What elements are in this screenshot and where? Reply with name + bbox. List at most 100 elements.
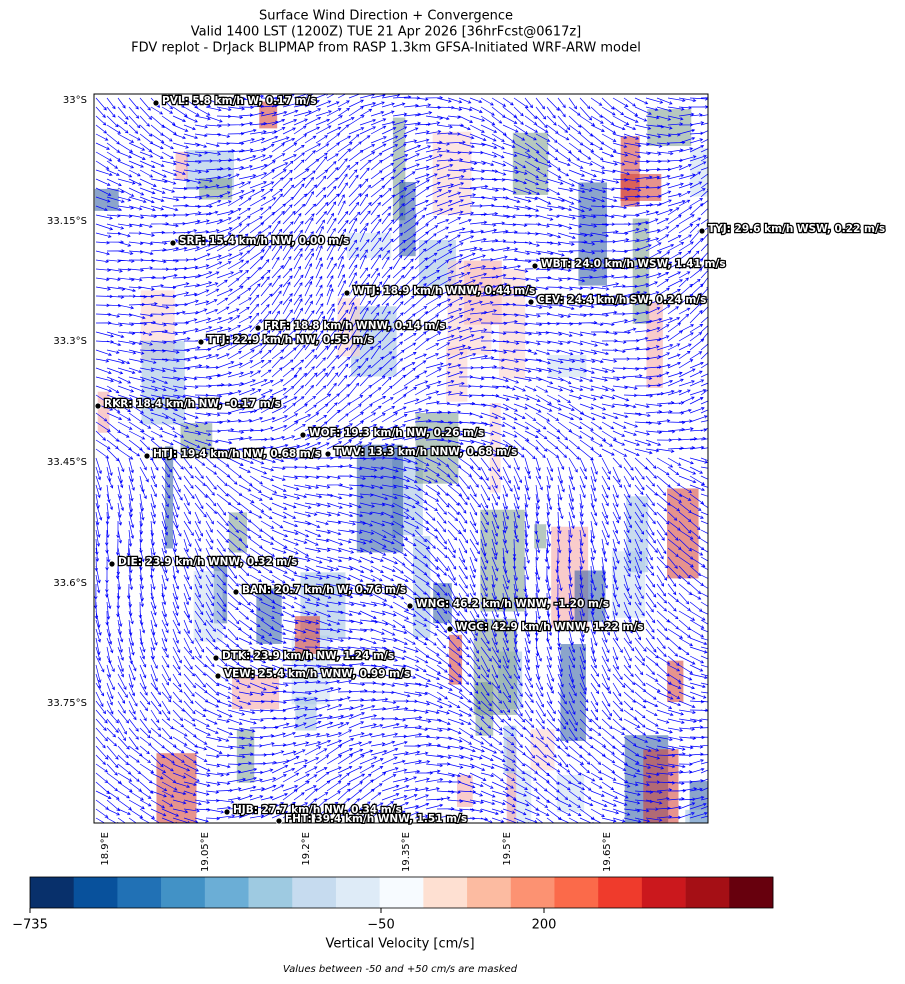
colorbar-bin (729, 877, 774, 908)
map-frame (93, 93, 709, 824)
shading-patch (646, 302, 663, 388)
shading-patch (560, 644, 586, 741)
station-dot (143, 452, 151, 460)
shading-patch (534, 524, 547, 549)
colorbar-bin (292, 877, 337, 908)
station-dot (152, 99, 160, 107)
station-label: DTK: 23.9 km/h NW, 1.24 m/s (222, 650, 394, 662)
station-label: WNG: 46.2 km/h WNW, -1.20 m/s (416, 598, 609, 610)
lon-tick-label: 19.05°E (200, 832, 211, 872)
shading-patch (175, 151, 188, 180)
station-label: HJB: 27.7 km/h NW, 0.34 m/s (233, 804, 402, 816)
shading-patch (530, 729, 555, 771)
station-dot (446, 625, 454, 633)
station-label: BAN: 20.7 km/h W, 0.76 m/s (242, 584, 406, 596)
station-label: RKR: 18.4 km/h NW, -0.17 m/s (104, 398, 281, 410)
station-dot (232, 588, 240, 596)
station-label: WTJ: 18.9 km/h WNW, 0.44 m/s (353, 285, 535, 297)
shading-patch (643, 749, 679, 823)
station-label: PVL: 5.8 km/h W, 0.17 m/s (162, 95, 316, 107)
shading-patch (346, 232, 392, 258)
station-dot (527, 298, 535, 306)
shading-patch (415, 412, 459, 484)
colorbar-note: Values between -50 and +50 cm/s are mask… (283, 964, 518, 975)
station-dot (275, 817, 283, 825)
station-label: WGC: 42.9 km/h WNW, 1.22 m/s (456, 621, 644, 633)
shading-patch (259, 101, 278, 129)
shading-patch (236, 729, 255, 783)
colorbar-bin (204, 877, 249, 908)
map-area (94, 94, 708, 823)
title-line: FDV replot - DrJack BLIPMAP from RASP 1.… (131, 41, 641, 56)
lon-tick-label: 19.65°E (602, 832, 613, 872)
shading-patch (548, 354, 587, 378)
lat-tick-label: 33.3°S (53, 336, 87, 347)
lon-tick-label: 19.35°E (401, 832, 412, 872)
station-dot (108, 560, 116, 568)
station-label: VEW: 25.4 km/h WNW, 0.99 m/s (224, 668, 410, 680)
station-label: CEV: 24.4 km/h SW, 0.24 m/s (537, 294, 706, 306)
shading-patch (94, 188, 119, 211)
shading-patch (447, 260, 492, 355)
colorbar-bin (161, 877, 206, 908)
shading-patch (667, 488, 699, 579)
station-dot (324, 450, 332, 458)
lat-tick-label: 33.45°S (47, 457, 87, 468)
shading-patch (399, 181, 416, 257)
station-label: DIE: 23.9 km/h WNW, 0.32 m/s (118, 556, 297, 568)
lon-tick-label: 18.9°E (100, 832, 111, 866)
colorbar-label: Vertical Velocity [cm/s] (325, 937, 474, 952)
colorbar-bin (467, 877, 512, 908)
station-label: FRF: 18.8 km/h WNW, 0.14 m/s (264, 320, 446, 332)
colorbar-bin (685, 877, 730, 908)
shading-patch (506, 736, 517, 823)
station-dot (343, 289, 351, 297)
colorbar-bin (554, 877, 599, 908)
station-dot (94, 402, 102, 410)
colorbar-bin (379, 877, 424, 908)
station-label: FHT: 39.4 km/h WNW, 1.51 m/s (285, 813, 467, 825)
station-dot (197, 338, 205, 346)
colorbar-tick-label: −50 (367, 918, 394, 933)
shading-patch (489, 403, 501, 493)
station-dot (531, 262, 539, 270)
station-label: WBT: 24.0 km/h WSW, 1.41 m/s (541, 258, 726, 270)
shading-patch (574, 570, 606, 622)
station-label: TTJ: 22.9 km/h NW, 0.55 m/s (207, 334, 374, 346)
lat-tick-label: 33.75°S (47, 698, 87, 709)
colorbar-bin (117, 877, 162, 908)
colorbar-bin (423, 877, 468, 908)
shading-patch (432, 131, 472, 215)
station-dot (223, 808, 231, 816)
shading-patch (632, 218, 650, 324)
colorbar-bin (73, 877, 118, 908)
station-label: HTJ: 19.4 km/h NW, 0.68 m/s (153, 448, 321, 460)
colorbar-tick-label: 200 (532, 918, 557, 933)
shading-patch (685, 809, 708, 823)
station-label: TYJ: 29.6 km/h WSW, 0.22 m/s (708, 223, 885, 235)
shading-patch (503, 725, 517, 774)
shading-patch (412, 536, 431, 638)
station-label: SRF: 15.4 km/h NW, 0.00 m/s (179, 235, 349, 247)
colorbar-frame (29, 876, 774, 909)
shading-patch (295, 696, 317, 731)
title-line: Valid 1400 LST (1200Z) TUE 21 Apr 2026 [… (191, 25, 582, 40)
station-dot (406, 602, 414, 610)
station-label: TWV: 13.3 km/h NNW, 0.68 m/s (334, 446, 517, 458)
shading-patch (690, 148, 708, 197)
colorbar-tick-label: −735 (12, 918, 48, 933)
station-dot (698, 227, 706, 235)
colorbar-bin (335, 877, 380, 908)
station-dot (212, 654, 220, 662)
colorbar-bin (248, 877, 293, 908)
lat-tick-label: 33.15°S (47, 216, 87, 227)
colorbar-bin (510, 877, 555, 908)
shading-patch (141, 340, 185, 425)
lon-tick-label: 19.2°E (301, 832, 312, 866)
shading-patch (97, 391, 110, 433)
station-dot (299, 431, 307, 439)
colorbar-bin (641, 877, 686, 908)
station-dot (169, 239, 177, 247)
colorbar-bin (598, 877, 643, 908)
